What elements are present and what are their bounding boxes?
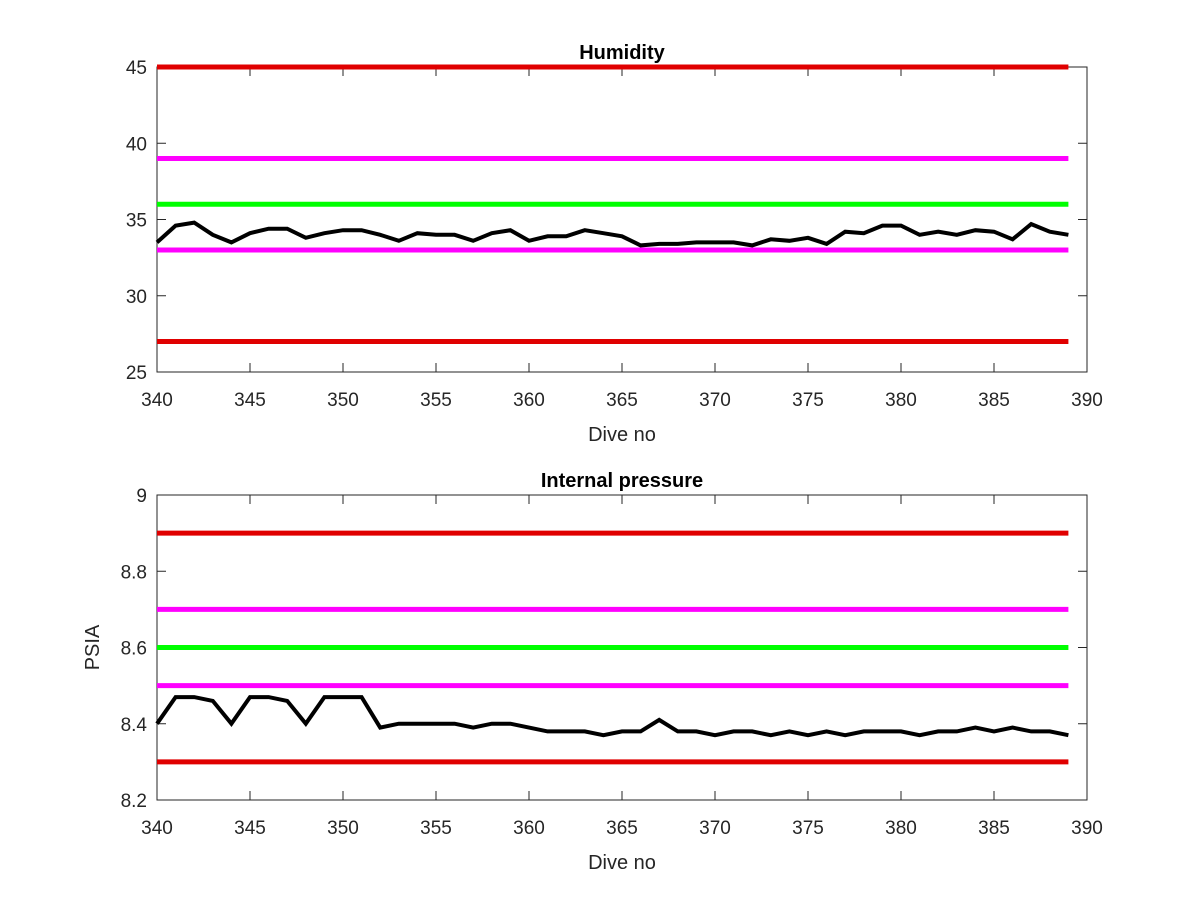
y-tick-label: 8.8 <box>121 562 147 583</box>
y-tick-label: 30 <box>126 287 147 308</box>
x-tick-label: 345 <box>234 390 266 411</box>
x-tick-label: 365 <box>606 390 638 411</box>
chart-1: 340 345 350 355 360 365 370 375 380 385 390 25 30 35 4… <box>126 42 1103 446</box>
y-tick-label: 40 <box>126 134 147 155</box>
x-tick-label: 390 <box>1071 818 1103 839</box>
x-tick-label: 365 <box>606 818 638 839</box>
x-tick-label: 375 <box>792 390 824 411</box>
x-tick-label: 390 <box>1071 390 1103 411</box>
x-axis-label: Dive no <box>588 852 656 874</box>
x-tick-label: 340 <box>141 390 173 411</box>
x-tick-label: 370 <box>699 390 731 411</box>
x-tick-label: 350 <box>327 818 359 839</box>
x-tick-label: 350 <box>327 390 359 411</box>
chart-title: Humidity <box>579 42 665 64</box>
x-tick-label: 355 <box>420 390 452 411</box>
x-tick-label: 355 <box>420 818 452 839</box>
x-tick-label: 380 <box>885 818 917 839</box>
x-tick-label: 375 <box>792 818 824 839</box>
x-tick-label: 360 <box>513 390 545 411</box>
series-line <box>155 695 1069 738</box>
x-tick-label: 370 <box>699 818 731 839</box>
x-tick-label: 380 <box>885 390 917 411</box>
x-axis-label: Dive no <box>588 424 656 446</box>
y-tick-label: 8.4 <box>121 715 148 736</box>
series-line <box>155 220 1069 248</box>
y-tick-label: 25 <box>126 363 147 384</box>
y-tick-label: 8.6 <box>121 639 147 660</box>
chart-2: 340 345 350 355 360 365 370 375 380 385 390 8.2 8.4 8… <box>82 470 1103 874</box>
y-tick-label: 35 <box>126 211 147 232</box>
y-tick-label: 9 <box>136 486 147 507</box>
x-tick-label: 360 <box>513 818 545 839</box>
y-tick-label: 8.2 <box>121 791 147 812</box>
y-axis-label: PSIA <box>82 624 104 670</box>
x-tick-label: 340 <box>141 818 173 839</box>
x-tick-label: 385 <box>978 818 1010 839</box>
x-tick-label: 345 <box>234 818 266 839</box>
chart-title: Internal pressure <box>541 470 703 492</box>
y-tick-label: 45 <box>126 58 147 79</box>
x-tick-label: 385 <box>978 390 1010 411</box>
